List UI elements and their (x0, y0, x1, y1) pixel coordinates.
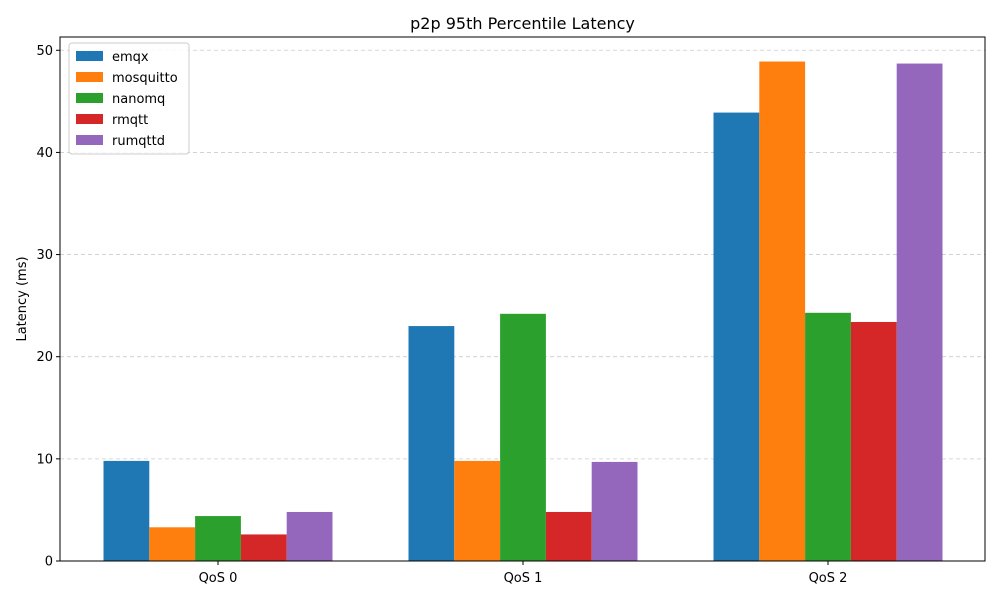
y-axis-label: Latency (ms) (15, 256, 30, 341)
y-tick-label: 30 (36, 248, 53, 263)
bars (103, 61, 943, 562)
legend-swatch-mosquitto (76, 72, 103, 82)
bar-mosquitto-0 (149, 527, 196, 561)
x-tick-label: QoS 1 (504, 571, 543, 586)
y-tick-label: 0 (45, 555, 53, 570)
legend-swatch-nanomq (76, 93, 103, 103)
bar-rumqttd-2 (896, 63, 943, 562)
bar-nanomq-2 (805, 312, 851, 561)
legend-label-nanomq: nanomq (112, 92, 165, 107)
chart-title: p2p 95th Percentile Latency (410, 14, 635, 33)
x-axis: QoS 0 QoS 1 QoS 2 (199, 561, 848, 586)
bar-rmqtt-2 (850, 321, 897, 561)
legend-label-emqx: emqx (112, 50, 149, 65)
legend-box (68, 42, 190, 155)
bar-mosquitto-2 (759, 61, 806, 561)
y-tick-label: 50 (36, 44, 53, 59)
y-axis: 0 10 20 30 40 50 (36, 44, 60, 570)
bar-mosquitto-1 (454, 460, 501, 561)
legend-label-rmqtt: rmqtt (112, 113, 148, 128)
legend-swatch-emqx (76, 51, 103, 61)
legend-label-rumqttd: rumqttd (112, 134, 165, 149)
legend: emqx mosquitto nanomq rmqtt rumqttd (68, 42, 190, 155)
bar-nanomq-0 (195, 516, 241, 561)
bar-emqx-0 (103, 460, 150, 561)
y-tick-label: 10 (36, 452, 53, 467)
x-tick-label: QoS 0 (199, 571, 238, 586)
bar-nanomq-1 (500, 313, 546, 561)
legend-swatch-rumqttd (76, 135, 103, 145)
y-tick-label: 40 (36, 146, 53, 161)
bar-rmqtt-0 (240, 534, 287, 561)
y-tick-label: 20 (36, 350, 53, 365)
bar-emqx-1 (408, 326, 455, 561)
legend-swatch-rmqtt (76, 114, 103, 124)
bar-rumqttd-1 (591, 461, 638, 561)
bar-rumqttd-0 (286, 511, 333, 561)
bar-emqx-2 (713, 112, 760, 562)
bar-rmqtt-1 (545, 511, 592, 561)
legend-label-mosquitto: mosquitto (112, 71, 178, 86)
x-tick-label: QoS 2 (809, 571, 848, 586)
